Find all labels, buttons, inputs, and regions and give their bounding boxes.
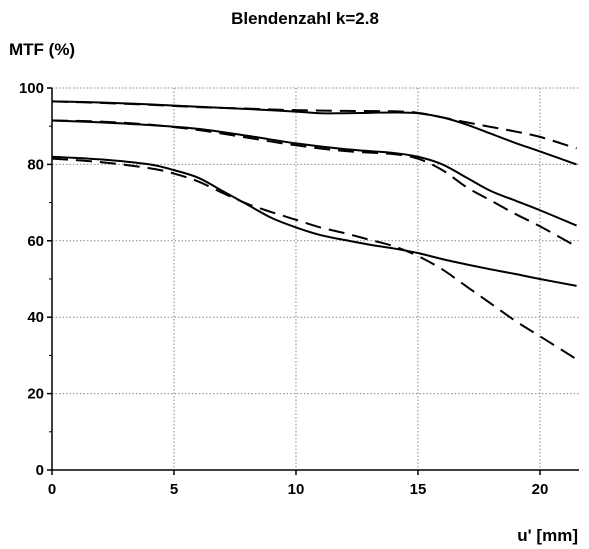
y-axis-label: MTF (%) — [9, 40, 75, 59]
x-axis-label: u' [mm] — [517, 526, 578, 545]
x-tick-label-0: 0 — [48, 481, 56, 498]
x-tick-label-15: 15 — [410, 481, 427, 498]
x-tick-label-20: 20 — [532, 481, 549, 498]
x-tick-label-5: 5 — [170, 481, 178, 498]
series-line-3-solid — [51, 119, 577, 227]
series-line-2-dashed — [51, 100, 577, 150]
y-tick-label-80: 80 — [27, 156, 44, 173]
axes — [47, 87, 579, 475]
series-line-5-solid — [51, 155, 577, 287]
chart-title: Blendenzahl k=2.8 — [231, 9, 379, 28]
series-line-4-dashed — [51, 119, 578, 248]
y-tick-label-40: 40 — [27, 309, 44, 326]
series-group — [51, 100, 578, 361]
series-line-6-dashed — [51, 157, 578, 361]
tick-labels: 0 20 40 60 80 100 0 5 10 15 20 — [19, 80, 548, 498]
y-tick-label-60: 60 — [27, 233, 44, 250]
y-tick-label-20: 20 — [27, 386, 44, 403]
series-line-1-solid — [51, 100, 577, 166]
x-tick-label-10: 10 — [288, 481, 305, 498]
y-tick-label-100: 100 — [19, 80, 44, 97]
y-tick-label-0: 0 — [36, 462, 44, 479]
